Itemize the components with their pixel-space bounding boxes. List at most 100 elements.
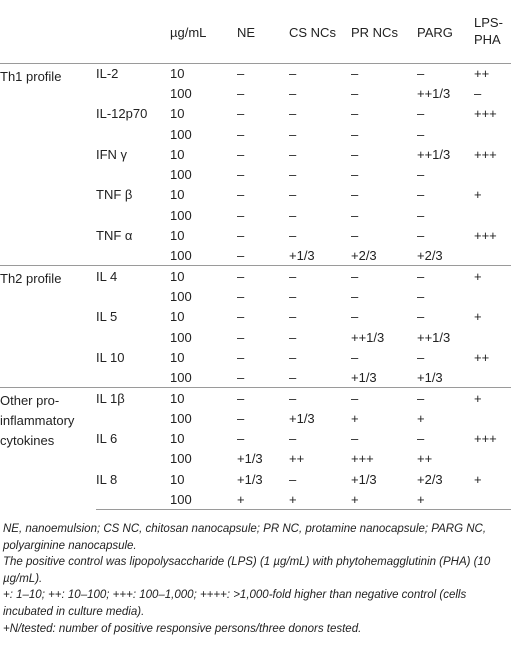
table-row: 100 – +1/3 +2/3 +2/3	[0, 246, 511, 266]
result-cell: +++	[474, 430, 497, 446]
result-cell: ++	[289, 451, 305, 467]
cytokine-label	[96, 124, 170, 144]
result-cell: –	[289, 471, 297, 487]
header-cell	[0, 0, 96, 64]
result-cell: –	[289, 146, 297, 162]
footnote: +: 1–10; ++: 10–100; +++: 100–1,000; +++…	[3, 589, 467, 618]
header-lps: LPS-	[474, 15, 503, 31]
result-cell	[474, 286, 511, 306]
result-cell: +++	[474, 146, 497, 162]
concentration-cell: 100	[170, 410, 192, 426]
table-row: 100 – – ++1/3 ++1/3	[0, 327, 511, 347]
result-cell: +	[351, 489, 417, 511]
group-label: Th1 profile	[0, 62, 96, 266]
table-row: 100 – +1/3 + +	[0, 408, 511, 428]
table-row: 100 – – – –	[0, 124, 511, 144]
result-cell	[474, 449, 511, 469]
result-cell: +	[474, 387, 511, 409]
result-cell: –	[351, 387, 417, 409]
result-cell: –	[237, 309, 245, 325]
result-cell: –	[417, 228, 425, 244]
result-cell: –	[417, 387, 474, 409]
result-cell: –	[289, 288, 297, 304]
result-cell: –	[417, 349, 425, 365]
header-cell	[96, 0, 170, 64]
table-row: Other pro-inflammatory cytokines IL 1β 10–…	[0, 387, 511, 510]
result-cell: +2/3	[417, 471, 443, 487]
concentration-cell: 10	[170, 106, 185, 122]
table-body: Th1 profile IL-2 10– – – – ++ 100– – – ++1/3– IL-12…	[0, 62, 511, 511]
result-cell: +1/3	[237, 451, 263, 467]
result-cell: –	[417, 167, 425, 183]
result-cell	[474, 124, 511, 144]
result-cell: +2/3	[417, 248, 443, 264]
table-row: TNF α 10 – – – – +++	[0, 225, 511, 245]
result-cell: –	[351, 288, 359, 304]
result-cell: +	[351, 410, 359, 426]
concentration-cell: 100	[170, 329, 192, 345]
result-cell: –	[289, 187, 297, 203]
concentration-cell: 100	[170, 288, 192, 304]
cytokine-label	[96, 205, 170, 225]
result-cell: +1/3	[237, 471, 263, 487]
result-cell: –	[289, 85, 297, 101]
cytokine-label	[96, 164, 170, 184]
result-cell: –	[237, 228, 245, 244]
group-label: Other pro-inflammatory cytokines	[0, 387, 96, 510]
result-cell: –	[237, 146, 245, 162]
table-row: 100 +1/3 ++ +++ ++	[0, 449, 511, 469]
result-cell	[474, 327, 511, 347]
result-cell: –	[237, 265, 289, 287]
result-cell	[474, 367, 511, 387]
result-cell: –	[417, 106, 425, 122]
result-cell	[474, 489, 511, 511]
result-cell	[474, 246, 511, 266]
result-cell: –	[289, 430, 297, 446]
concentration-cell: 10	[170, 228, 185, 244]
result-cell: –	[351, 207, 359, 223]
cytokine-label: IL 10	[96, 349, 125, 365]
concentration-cell: 10	[170, 471, 185, 487]
concentration-cell: 100	[170, 489, 237, 511]
result-cell: +	[237, 489, 289, 511]
result-cell: –	[237, 62, 289, 84]
result-cell: –	[237, 349, 245, 365]
result-cell: +++	[474, 106, 497, 122]
cytokine-label	[96, 408, 170, 428]
result-cell: –	[289, 329, 297, 345]
result-cell: –	[237, 85, 245, 101]
result-cell: –	[237, 126, 245, 142]
concentration-cell: 10	[170, 187, 185, 203]
result-cell: ++1/3	[417, 85, 451, 101]
result-cell: –	[237, 167, 245, 183]
result-cell: –	[289, 207, 297, 223]
result-cell: –	[351, 430, 359, 446]
result-cell: –	[351, 106, 359, 122]
group-label: Th2 profile	[0, 265, 96, 388]
result-cell: –	[289, 309, 297, 325]
result-cell	[474, 408, 511, 428]
header-pr-ncs: PR NCs	[351, 0, 417, 64]
result-cell: –	[351, 146, 359, 162]
result-cell: –	[417, 430, 425, 446]
cytokine-table: µg/mL NE CS NCs PR NCs PARG LPS- PHA Th1…	[0, 0, 511, 511]
cytokine-label: IL 6	[96, 430, 118, 446]
result-cell: –	[417, 187, 425, 203]
result-cell: +	[474, 471, 482, 487]
result-cell: +	[474, 265, 511, 287]
result-cell: –	[237, 207, 245, 223]
result-cell: +	[417, 489, 474, 511]
result-cell: +	[417, 410, 425, 426]
table-row: 100 – – – –	[0, 164, 511, 184]
table-row: 100 – – – –	[0, 286, 511, 306]
table-row: IL 10 10 – – – – ++	[0, 347, 511, 367]
cytokine-label: IL-2	[96, 62, 170, 84]
result-cell: –	[351, 85, 359, 101]
table-row: Th1 profile IL-2 10– – – – ++	[0, 62, 511, 266]
cytokine-label	[96, 367, 170, 387]
cytokine-label: IL-12p70	[96, 106, 148, 122]
result-cell: –	[289, 126, 297, 142]
concentration-cell: 10	[170, 387, 237, 409]
result-cell: +++	[351, 451, 374, 467]
